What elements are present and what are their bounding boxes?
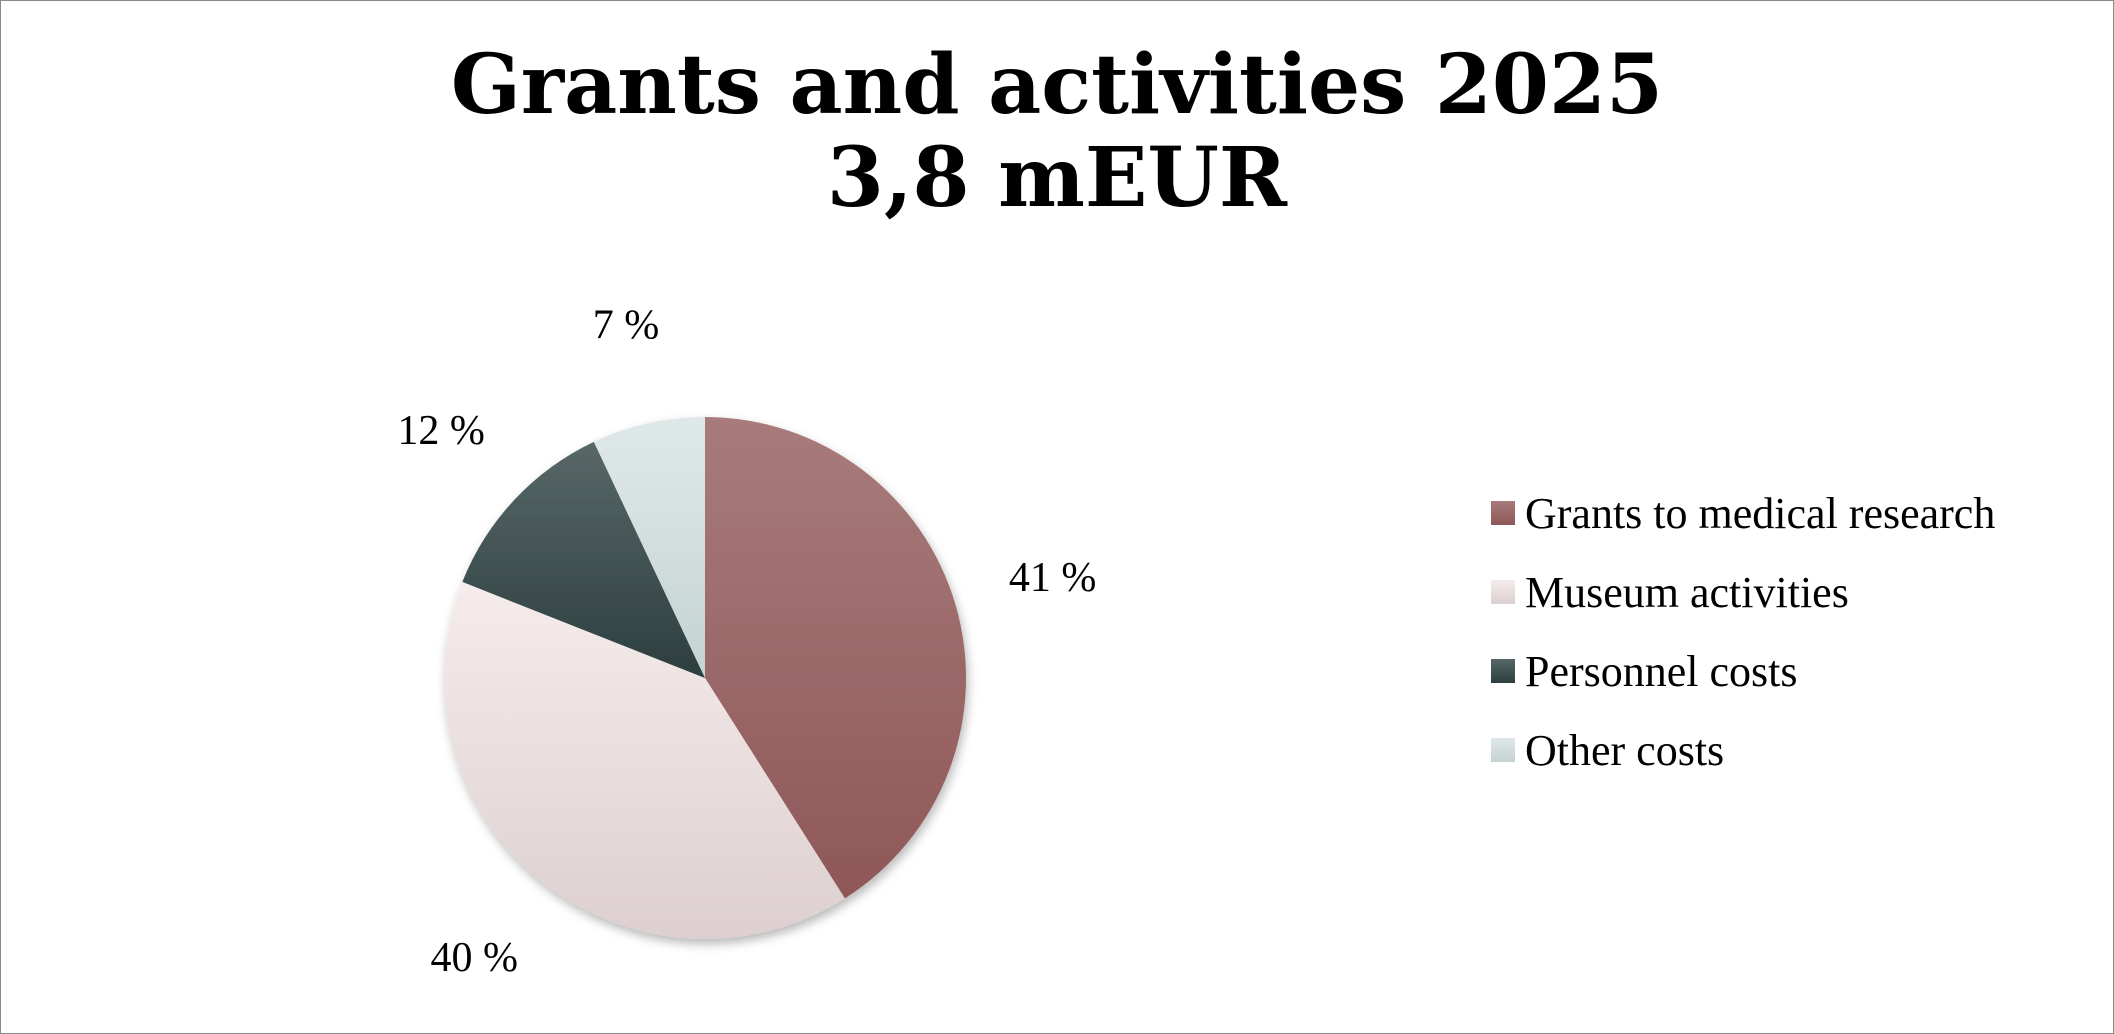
legend-label-0: Grants to medical research [1525,489,1995,538]
legend-label-1: Museum activities [1525,568,1849,617]
legend-swatch-3 [1491,738,1515,762]
legend-swatch-0 [1491,501,1515,525]
slice-label-2: 12 % [397,408,485,454]
pie-slice-3 [593,417,705,678]
legend-swatch-2 [1491,659,1515,683]
pie-slices [444,417,966,939]
pie-slice-1 [444,581,845,939]
legend-label-2: Personnel costs [1525,647,1798,696]
slice-label-3: 7 % [593,303,660,349]
chart-title-line-2: 3,8 mEUR [827,130,1288,226]
pie-slice-0 [705,417,966,899]
slice-label-0: 41 % [1009,555,1097,601]
chart-title-line-1: Grants and activities 2025 [451,37,1663,133]
slice-labels: 41 % 40 % 12 % 7 % [397,303,1096,981]
pie-slice-2 [462,441,705,678]
legend: Grants to medical research Museum activit… [1491,489,1995,775]
slice-label-1: 40 % [431,935,519,981]
legend-label-3: Other costs [1525,726,1724,775]
legend-swatch-1 [1491,580,1515,604]
